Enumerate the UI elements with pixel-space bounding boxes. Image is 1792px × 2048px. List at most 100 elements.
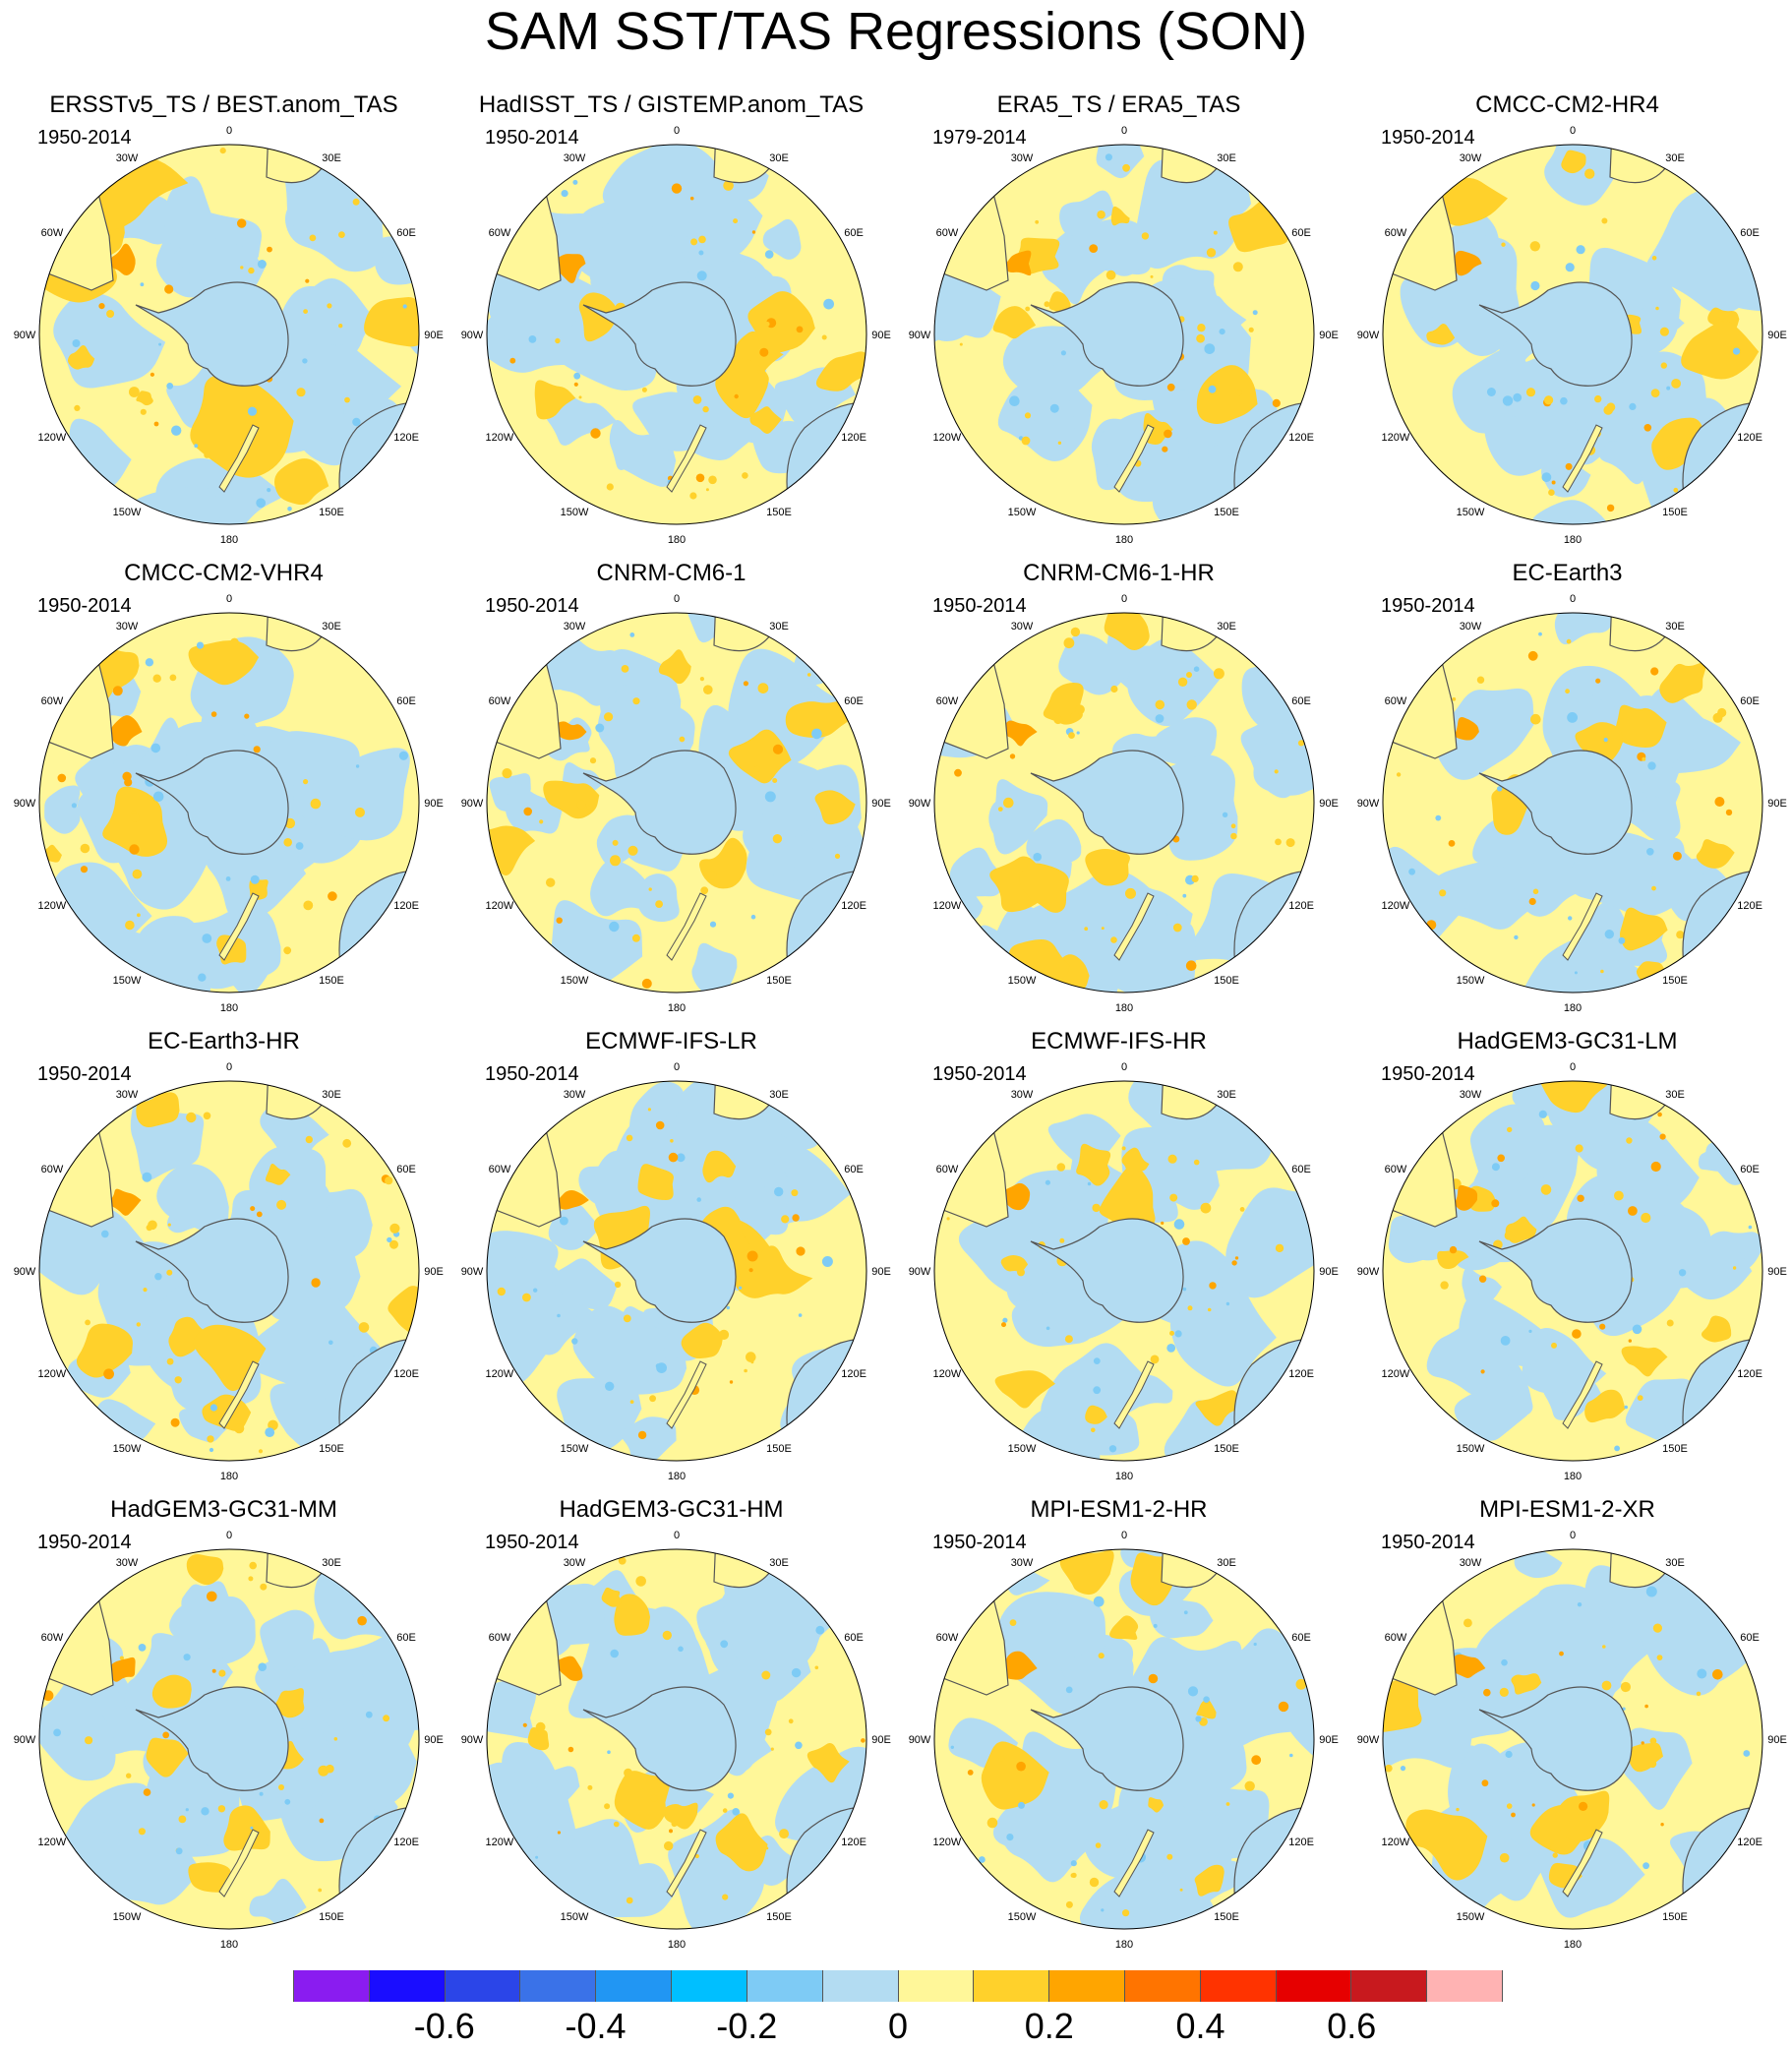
anomaly-speckle	[788, 1718, 794, 1724]
anomaly-speckle	[967, 1770, 974, 1776]
anomaly-region	[168, 1316, 214, 1357]
anomaly-speckle	[357, 1615, 367, 1626]
africa-coast	[1161, 145, 1254, 184]
anomaly-region	[186, 1554, 224, 1586]
south-america-coast	[487, 1081, 562, 1228]
anomaly-speckle	[705, 488, 709, 492]
anomaly-speckle	[1253, 1642, 1257, 1647]
africa-coast	[266, 613, 359, 652]
anomaly-speckle	[166, 1269, 173, 1276]
longitude-label: 120E	[393, 900, 419, 912]
longitude-label: 120W	[933, 1837, 962, 1848]
longitude-label: 150E	[1214, 975, 1239, 987]
anomaly-speckle	[727, 1792, 734, 1799]
longitude-label: 30W	[1011, 621, 1034, 632]
anomaly-speckle	[1743, 1750, 1751, 1757]
anomaly-speckle	[1172, 923, 1182, 933]
longitude-label: 120W	[486, 1837, 514, 1848]
longitude-label: 30E	[322, 152, 341, 164]
longitude-label: 30E	[1665, 621, 1685, 632]
anomaly-speckle	[1101, 927, 1105, 931]
new-zealand-coast	[666, 1360, 707, 1429]
anomaly-speckle	[1101, 1908, 1105, 1912]
anomaly-region	[749, 406, 782, 434]
anomaly-speckle	[248, 1576, 254, 1582]
longitude-label: 60W	[489, 1164, 511, 1175]
anomaly-speckle	[1187, 1305, 1193, 1311]
longitude-label: 30E	[322, 621, 341, 632]
anomaly-speckle	[1230, 823, 1236, 829]
anomaly-speckle	[1275, 1243, 1284, 1253]
anomaly-speckle	[207, 1435, 214, 1443]
anomaly-speckle	[1068, 732, 1075, 739]
anomaly-speckle	[198, 973, 207, 982]
anomaly-speckle	[1628, 1339, 1632, 1343]
anomaly-speckle	[302, 358, 308, 364]
anomaly-speckle	[185, 1808, 189, 1812]
anomaly-region	[1575, 722, 1624, 766]
anomaly-speckle	[1604, 930, 1614, 939]
anomaly-speckle	[650, 1794, 658, 1802]
anomaly-speckle	[1222, 812, 1228, 817]
anomaly-region	[388, 1286, 419, 1334]
anomaly-speckle	[1182, 1237, 1190, 1245]
anomaly-region	[67, 344, 95, 370]
longitude-label: 30W	[564, 621, 586, 632]
longitude-label: 30W	[116, 1089, 139, 1101]
longitude-label: 0	[1570, 1061, 1576, 1073]
colorbar-box	[747, 1970, 823, 2002]
anomaly-speckle	[589, 757, 597, 764]
anomaly-speckle	[722, 1808, 728, 1813]
anomaly-speckle	[1538, 632, 1542, 636]
anomaly-speckle	[861, 1738, 866, 1743]
anomaly-speckle	[626, 1134, 633, 1142]
anomaly-region	[534, 380, 576, 420]
anomaly-region	[1109, 1615, 1139, 1641]
anomaly-speckle	[979, 1856, 986, 1863]
anomaly-region	[806, 1742, 850, 1783]
polar-map: 0 30E 60E 90E 120E 150E 180 150W 120W 90W 60W 30W	[14, 593, 444, 1014]
map-boundary	[933, 612, 1315, 994]
anomaly-speckle	[626, 1897, 633, 1904]
anomaly-speckle	[267, 488, 271, 493]
anomaly-speckle	[1499, 1852, 1510, 1863]
anomaly-speckle	[1506, 1803, 1513, 1809]
polar-map: 0 30E 60E 90E 120E 150E 180 150W 120W 90W 60W 30W	[461, 593, 891, 1014]
panel-title: ECMWF-IFS-LR	[585, 1028, 757, 1054]
anomaly-region	[1608, 1156, 1669, 1221]
map-boundary	[38, 1548, 420, 1930]
longitude-label: 120W	[933, 1368, 962, 1380]
antarctica-coast	[582, 750, 737, 855]
longitude-label: 30W	[1460, 1089, 1482, 1101]
map-panel: CNRM-CM6-1-HR 1950-2014 0 30E 60E 90E 120E 150E…	[895, 559, 1343, 1021]
panel-title: HadGEM3-GC31-LM	[1457, 1028, 1678, 1054]
polar-map: 0 30E 60E 90E 120E 150E 180 150W 120W 90W 60W 30W	[1357, 1530, 1787, 1951]
anomaly-speckle	[1166, 383, 1175, 392]
anomaly-speckle	[743, 681, 748, 687]
anomaly-region	[1701, 1315, 1732, 1343]
anomaly-region	[1048, 291, 1071, 313]
anomaly-speckle	[1063, 637, 1075, 649]
new-zealand-coast	[1562, 1829, 1603, 1897]
panel-title: CNRM-CM6-1	[596, 560, 747, 586]
anomaly-speckle	[1678, 1269, 1687, 1277]
anomaly-speckle	[258, 1449, 264, 1454]
colorbar-box	[1276, 1970, 1352, 2002]
anomaly-region	[1677, 1236, 1753, 1300]
anomaly-speckle	[319, 1818, 325, 1824]
anomaly-speckle	[1577, 1602, 1583, 1607]
longitude-label: 90W	[909, 1734, 931, 1746]
anomaly-region	[39, 1671, 116, 1781]
anomaly-speckle	[1002, 1317, 1008, 1323]
longitude-label: 180	[220, 1471, 238, 1482]
longitude-label: 150W	[1008, 507, 1037, 518]
anomaly-speckle	[174, 1376, 182, 1384]
anomaly-speckle	[1065, 1686, 1073, 1694]
anomaly-speckle	[1197, 324, 1206, 332]
anomaly-speckle	[1595, 678, 1601, 684]
longitude-label: 150W	[561, 975, 589, 987]
anomaly-speckle	[404, 1293, 414, 1302]
longitude-label: 120E	[1737, 1368, 1762, 1380]
anomaly-speckle	[641, 387, 647, 392]
anomaly-speckle	[1660, 1823, 1664, 1827]
